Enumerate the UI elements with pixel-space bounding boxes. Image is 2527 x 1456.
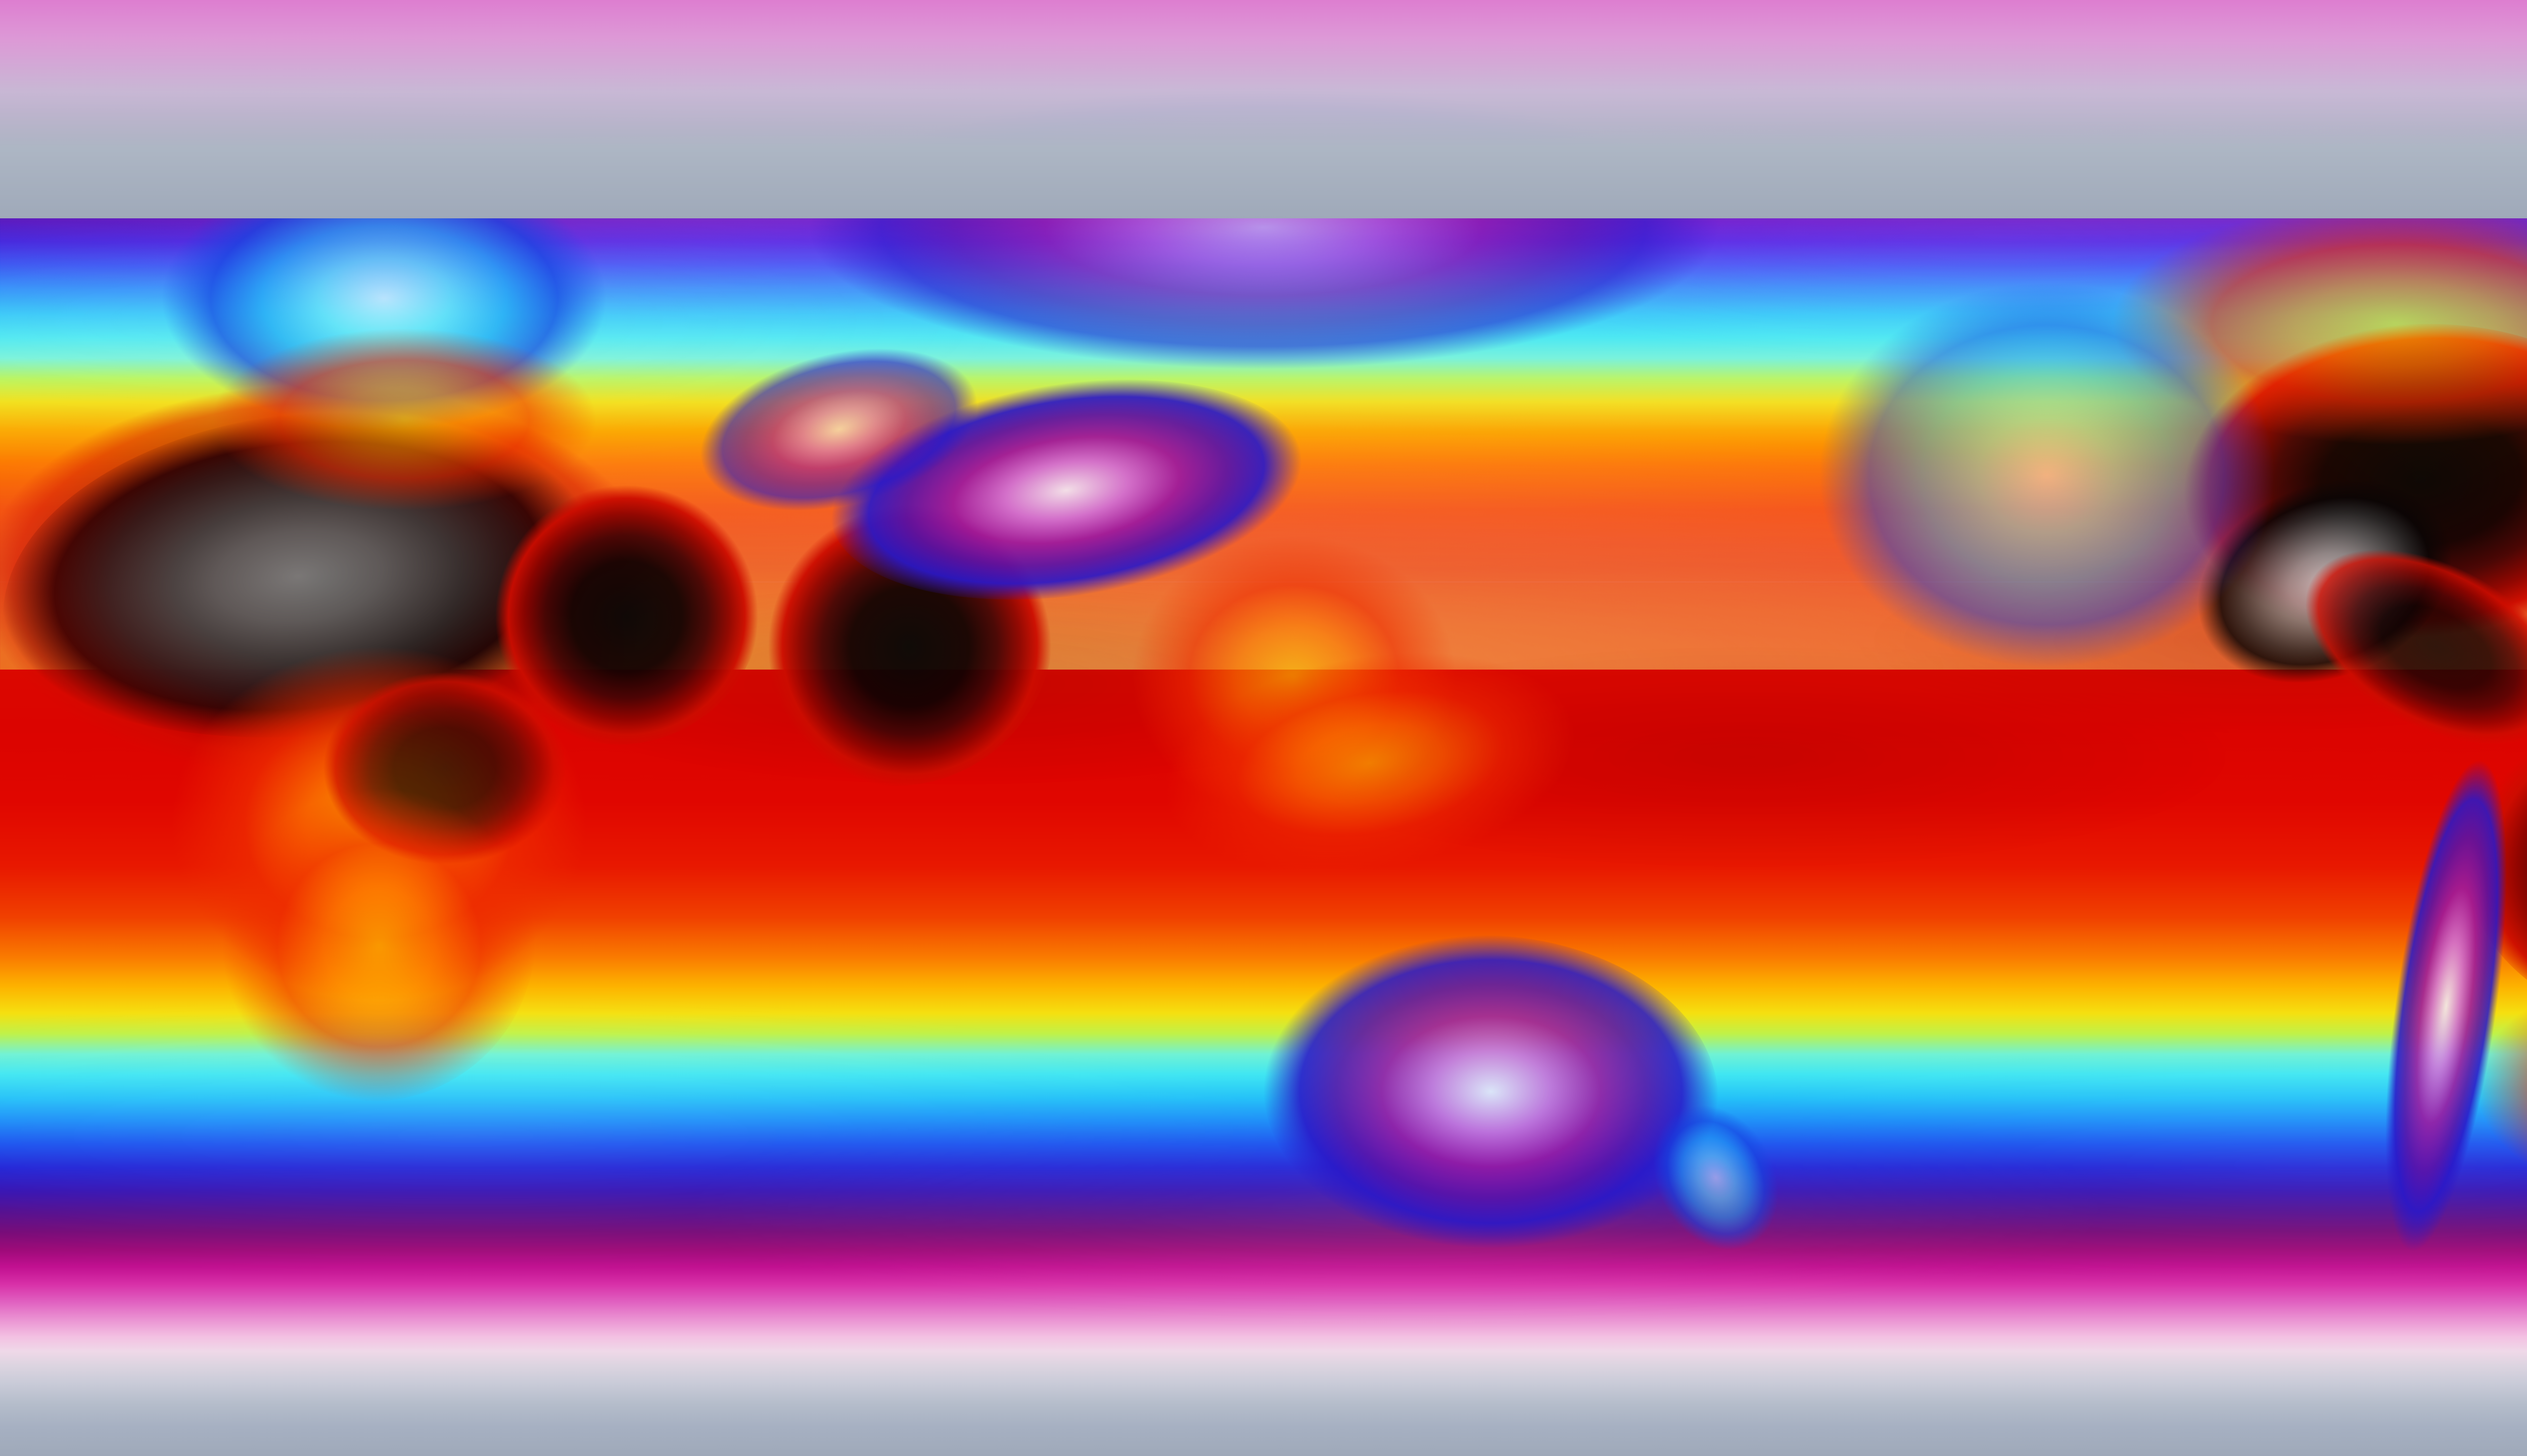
antarctic-polar-cap <box>0 0 2527 219</box>
region-australia <box>1264 935 1718 1248</box>
region-north-pacific-cool-pool <box>1819 283 2274 667</box>
region-southern-africa <box>222 788 536 1102</box>
region-southern-europe <box>212 328 596 510</box>
